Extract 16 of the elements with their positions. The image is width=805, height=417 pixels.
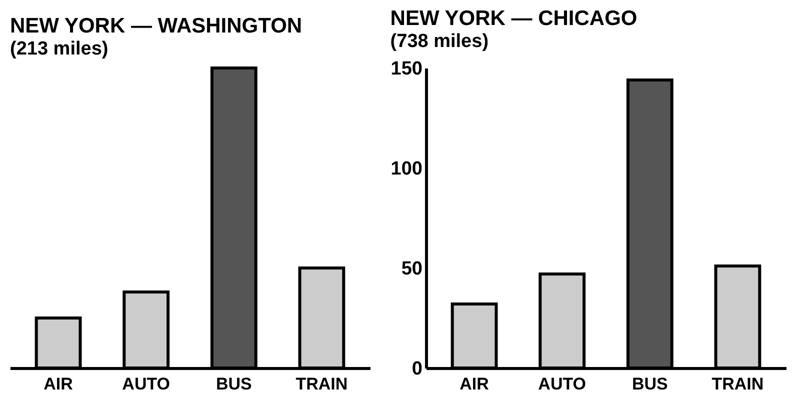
y-tick-label: 0 bbox=[412, 358, 422, 380]
x-tick-label: AUTO bbox=[538, 374, 586, 394]
chart-subtitle: (213 miles) bbox=[10, 38, 108, 60]
x-tick-label: BUS bbox=[632, 374, 668, 394]
y-tick-label: 50 bbox=[401, 258, 422, 280]
chart-title: NEW YORK — WASHINGTON bbox=[10, 14, 302, 38]
x-tick-label: AUTO bbox=[122, 374, 170, 394]
chart-title: NEW YORK — CHICAGO bbox=[390, 7, 638, 30]
chart-subtitle: (738 miles) bbox=[390, 31, 489, 52]
x-tick-label: TRAIN bbox=[296, 374, 348, 394]
x-tick-label: AIR bbox=[44, 374, 73, 394]
y-tick-label: 150 bbox=[390, 58, 422, 80]
x-tick-label: AIR bbox=[460, 374, 489, 394]
x-tick-label: TRAIN bbox=[712, 374, 764, 394]
x-tick-label: BUS bbox=[216, 374, 252, 394]
y-tick-label: 100 bbox=[390, 158, 422, 180]
